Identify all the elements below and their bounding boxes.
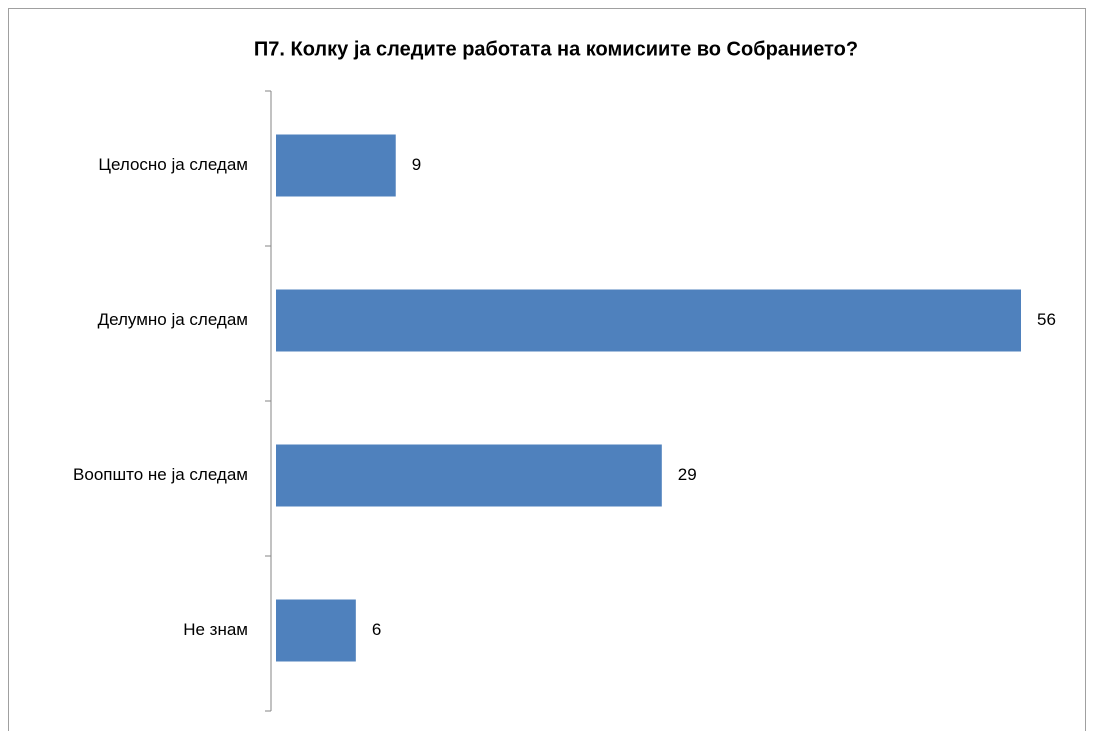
bar bbox=[276, 444, 662, 507]
chart-title: П7. Колку ја следите работата на комисии… bbox=[254, 38, 858, 60]
value-label: 6 bbox=[372, 620, 381, 639]
bar bbox=[276, 289, 1021, 352]
value-label: 56 bbox=[1037, 310, 1056, 329]
value-label: 29 bbox=[678, 465, 697, 484]
bar bbox=[276, 599, 356, 662]
value-label: 9 bbox=[412, 155, 421, 174]
category-label: Воопшто не ја следам bbox=[73, 465, 248, 484]
chart-frame bbox=[8, 8, 1086, 731]
category-label: Не знам bbox=[183, 620, 248, 639]
category-label: Целосно ја следам bbox=[98, 155, 248, 174]
category-label: Делумно ја следам bbox=[98, 310, 248, 329]
bar bbox=[276, 134, 396, 197]
